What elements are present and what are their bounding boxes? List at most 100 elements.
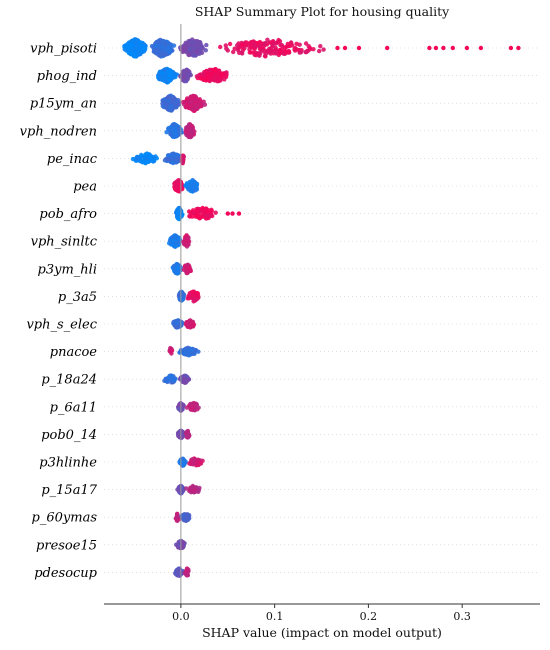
shap-point: [450, 45, 455, 51]
shap-point: [176, 178, 182, 183]
feature-label: pob_afro: [39, 207, 97, 222]
shap-point: [188, 46, 193, 52]
shap-point: [194, 297, 199, 302]
shap-point: [276, 37, 281, 43]
shap-point: [181, 45, 187, 50]
shap-point: [192, 181, 198, 187]
shap-point: [204, 209, 209, 214]
shap-point: [201, 72, 206, 77]
shap-point: [185, 566, 190, 572]
shap-point: [176, 293, 182, 298]
shap-point: [385, 45, 390, 51]
shap-point: [206, 68, 212, 74]
shap-point: [284, 44, 289, 50]
shap-point: [303, 49, 308, 55]
shap-point: [212, 68, 217, 73]
feature-row-vph_nodren: vph_nodren: [20, 122, 540, 140]
feature-label: vph_nodren: [20, 124, 97, 139]
shap-point: [292, 47, 297, 52]
shap-point: [160, 39, 166, 44]
shap-point: [183, 242, 189, 248]
shap-point: [186, 265, 191, 271]
shap-point: [168, 375, 173, 380]
shap-point: [294, 41, 299, 46]
shap-point: [164, 47, 169, 52]
feature-rows: vph_pisoti phog_ind p15ym_an vph_nodren pe_i…: [20, 37, 540, 581]
feature-label: pdesocup: [34, 566, 97, 581]
feature-label: pe_inac: [47, 152, 98, 167]
shap-point: [298, 50, 304, 55]
shap-point: [342, 45, 348, 51]
shap-point: [181, 292, 186, 297]
shap-point: [191, 53, 196, 58]
feature-label: p_6a11: [50, 400, 97, 415]
shap-point: [317, 48, 322, 54]
shap-point: [235, 43, 240, 48]
shap-point: [139, 152, 144, 158]
shap-point: [187, 133, 192, 138]
shap-point: [236, 211, 242, 216]
feature-row-pdesocup: pdesocup: [34, 566, 540, 581]
feature-row-p_6a11: p_6a11: [50, 400, 540, 415]
shap-point: [263, 41, 268, 46]
shap-point: [433, 45, 439, 51]
shap-point: [213, 210, 218, 215]
shap-point: [175, 183, 180, 189]
shap-point: [180, 49, 185, 54]
shap-point: [171, 122, 176, 128]
shap-point: [162, 42, 168, 47]
shap-point: [143, 152, 148, 157]
shap-point: [188, 103, 193, 108]
feature-label: vph_s_elec: [26, 318, 97, 333]
shap-point: [192, 104, 198, 109]
shap-point: [218, 44, 223, 50]
shap-point: [218, 76, 224, 81]
shap-point: [191, 462, 196, 467]
shap-point: [232, 46, 237, 51]
shap-point: [167, 68, 173, 74]
shap-point: [157, 77, 163, 82]
shap-point: [173, 132, 179, 137]
shap-point: [180, 296, 185, 302]
shap-point: [204, 42, 209, 48]
shap-point: [166, 98, 172, 103]
shap-point: [184, 486, 189, 491]
shap-point: [193, 487, 198, 492]
shap-point: [175, 518, 180, 523]
shap-point: [163, 52, 168, 57]
feature-row-vph_pisoti: vph_pisoti: [30, 37, 540, 59]
shap-point: [174, 99, 179, 105]
feature-row-p_18a24: p_18a24: [41, 373, 540, 388]
shap-point: [185, 237, 191, 243]
shap-point: [167, 72, 173, 77]
shap-point: [125, 42, 130, 47]
shap-point: [215, 73, 220, 78]
shap-point: [150, 158, 155, 163]
shap-point: [230, 211, 235, 216]
feature-row-phog_ind: phog_ind: [37, 66, 540, 85]
shap-point: [181, 99, 186, 105]
shap-point: [187, 184, 193, 189]
feature-label: p_18a24: [41, 373, 97, 388]
shap-point: [265, 37, 270, 42]
shap-point: [170, 126, 175, 132]
shap-point: [174, 156, 179, 161]
feature-label: phog_ind: [37, 69, 97, 84]
shap-point: [198, 45, 204, 51]
shap-point: [153, 154, 158, 159]
feature-label: vph_sinltc: [31, 235, 98, 250]
shap-point: [273, 45, 278, 50]
shap-point: [176, 215, 181, 220]
shap-point: [195, 293, 201, 298]
shap-point: [175, 514, 180, 519]
shap-point: [227, 41, 233, 47]
feature-row-pea: pea: [73, 178, 540, 195]
shap-point: [197, 460, 202, 465]
shap-point: [189, 99, 194, 105]
shap-point: [198, 76, 204, 81]
feature-label: p3hlinhe: [39, 456, 97, 471]
chart-title: SHAP Summary Plot for housing quality: [195, 4, 450, 19]
shap-point: [122, 44, 127, 49]
shap-point: [441, 45, 446, 51]
